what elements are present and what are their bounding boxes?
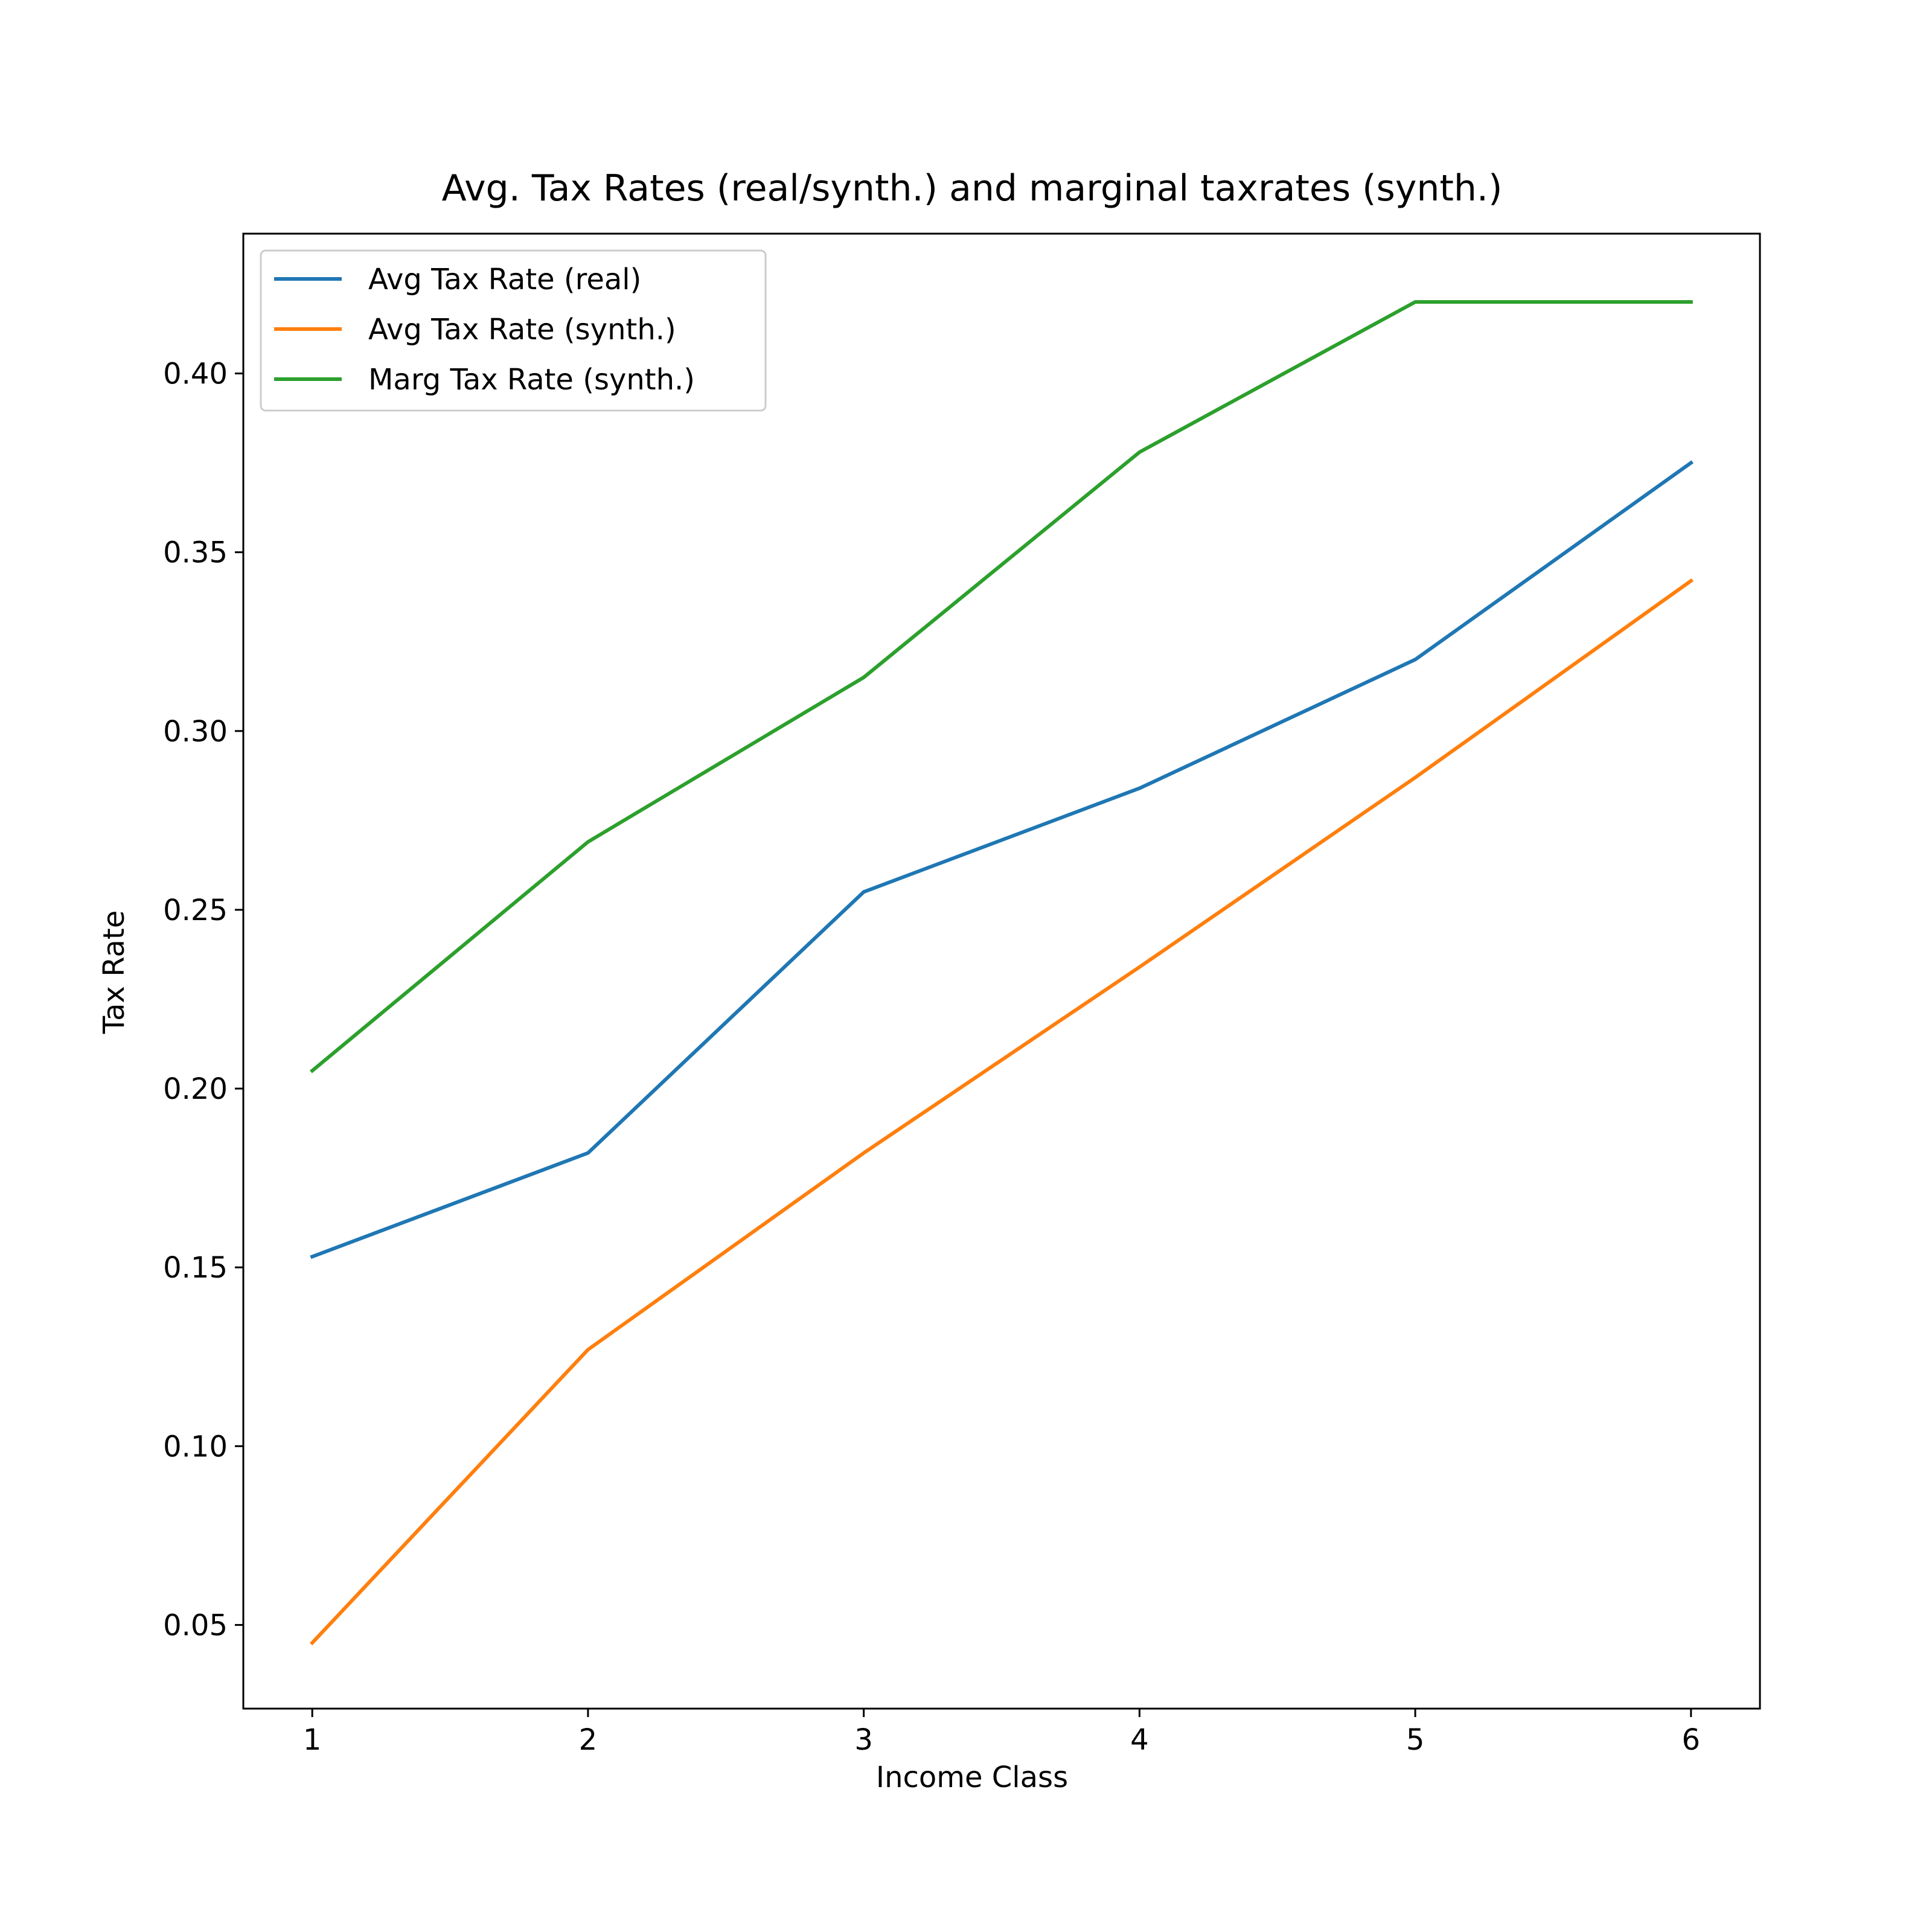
x-tick-label: 2 xyxy=(579,1723,598,1757)
chart-title: Avg. Tax Rates (real/synth.) and margina… xyxy=(442,167,1503,210)
x-tick-label: 6 xyxy=(1682,1723,1701,1757)
y-tick-label: 0.30 xyxy=(163,715,228,749)
y-tick-label: 0.40 xyxy=(163,357,228,391)
legend-label-2: Avg Tax Rate (synth.) xyxy=(368,313,676,347)
series-line-1 xyxy=(310,460,1694,1259)
y-axis-label: Tax Rate xyxy=(97,910,131,1035)
y-tick-label: 0.25 xyxy=(163,894,228,927)
legend-label-3: Marg Tax Rate (synth.) xyxy=(368,363,695,397)
x-axis-label: Income Class xyxy=(876,1761,1068,1794)
x-tick-label: 4 xyxy=(1130,1723,1149,1757)
y-tick-label: 0.35 xyxy=(163,536,228,570)
y-tick-label: 0.05 xyxy=(163,1608,228,1642)
x-tick-label: 3 xyxy=(854,1723,873,1757)
x-tick-label: 1 xyxy=(303,1723,322,1757)
series-line-3 xyxy=(309,300,1693,1073)
y-tick-label: 0.10 xyxy=(163,1430,228,1463)
legend-box xyxy=(260,249,767,412)
x-tick-label: 5 xyxy=(1406,1723,1425,1757)
legend-label-1: Avg Tax Rate (real) xyxy=(368,263,641,296)
axes: 1 2 3 4 5 6 0.05 0.10 0.15 0.20 0.25 0.30 0.35 0.40 xyxy=(163,232,1761,1757)
plot-area xyxy=(309,300,1694,1646)
series-line-2 xyxy=(309,578,1694,1646)
y-tick-label: 0.20 xyxy=(163,1072,228,1106)
axes-frame xyxy=(242,232,1761,1710)
legend: Avg Tax Rate (real) Avg Tax Rate (synth.)… xyxy=(260,249,767,412)
y-tick-label: 0.15 xyxy=(163,1251,228,1285)
